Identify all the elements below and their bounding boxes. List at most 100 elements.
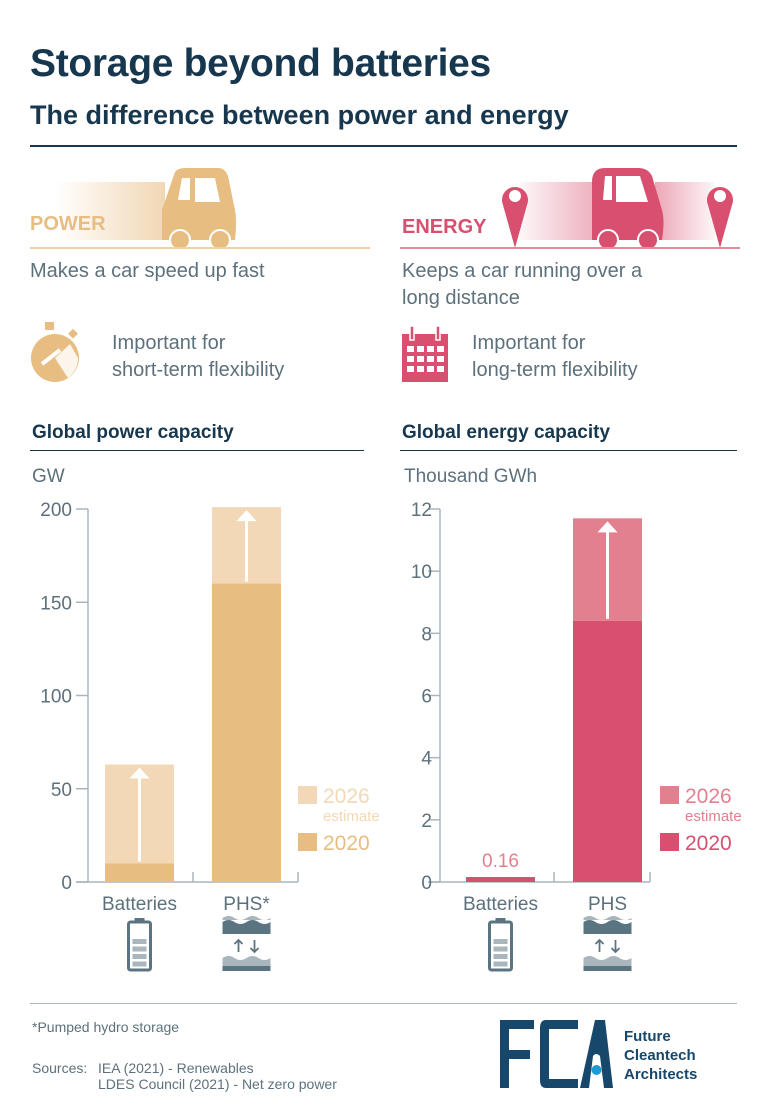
- power-y-tick-label: 50: [51, 780, 72, 801]
- page-title: Storage beyond batteries: [30, 42, 491, 85]
- pumped-hydro-icon: [583, 916, 632, 971]
- power-banner: [30, 168, 370, 251]
- lower-base: [222, 966, 271, 971]
- source-item: LDES Council (2021) - Net zero power: [98, 1076, 337, 1092]
- power-y-tick-label: 100: [40, 687, 72, 708]
- energy-y-tick-label: 12: [411, 500, 432, 521]
- energy-chart-title: Global energy capacity: [402, 422, 611, 443]
- sources-list: IEA (2021) - Renewables LDES Council (20…: [98, 1060, 337, 1092]
- energy-importance-line1: Important for: [472, 332, 586, 354]
- footer-divider: [30, 1003, 737, 1004]
- car-icon: [592, 168, 664, 251]
- energy-y-tick-label: 2: [421, 811, 432, 832]
- legend-swatch-2020: [660, 833, 679, 851]
- legend-label-2020: 2020: [685, 832, 732, 855]
- source-item: IEA (2021) - Renewables: [98, 1060, 254, 1076]
- battery-body: [127, 920, 152, 972]
- logo-line: Architects: [624, 1066, 698, 1083]
- legend-swatch-2026: [660, 786, 679, 804]
- energy-description-line2: long distance: [402, 287, 520, 309]
- energy-bar-2020: [466, 877, 535, 882]
- energy-y-tick-label: 8: [421, 624, 432, 645]
- legend-label-2020: 2020: [323, 832, 370, 855]
- fca-logo: [500, 1020, 613, 1088]
- energy-y-tick-label: 4: [421, 749, 432, 770]
- page-subtitle: The difference between power and energy: [30, 100, 569, 130]
- battery-cap: [134, 918, 145, 922]
- location-pin-icon: [502, 187, 528, 248]
- upper-reservoir: [222, 920, 271, 934]
- power-importance-line1: Important for: [112, 332, 226, 354]
- logo-text: Future Cleantech Architects: [624, 1027, 697, 1084]
- power-keyword: POWER: [30, 213, 106, 235]
- battery-cell: [493, 939, 508, 944]
- energy-description: Keeps a car running over a long distance: [402, 258, 642, 312]
- legend-note-estimate: estimate: [323, 808, 380, 825]
- upper-wave: [583, 916, 632, 920]
- energy-data-label: 0.16: [482, 851, 519, 872]
- battery-cap: [495, 918, 506, 922]
- lower-reservoir: [583, 956, 632, 966]
- battery-body: [488, 920, 513, 972]
- power-importance-line2: short-term flexibility: [112, 359, 285, 381]
- battery-cell: [493, 961, 508, 967]
- battery-icon: [127, 918, 152, 972]
- power-growth-arrowhead: [129, 767, 150, 779]
- logo-line: Future: [624, 1028, 671, 1045]
- lower-base: [583, 966, 632, 971]
- power-category-label: PHS*: [223, 894, 270, 915]
- power-growth-arrowhead: [236, 510, 257, 522]
- car-icon: [162, 168, 236, 251]
- stopwatch-icon: [31, 322, 79, 382]
- energy-importance-line2: long-term flexibility: [472, 359, 638, 381]
- header-divider: [30, 145, 737, 147]
- power-chart-unit: GW: [32, 466, 65, 487]
- sources-label: Sources:: [32, 1060, 88, 1076]
- power-chart-title: Global power capacity: [32, 422, 234, 443]
- energy-category-label: PHS: [588, 894, 627, 915]
- flow-arrows: [594, 938, 621, 954]
- legend-label-2026: 2026: [323, 785, 370, 808]
- energy-growth-arrowhead: [597, 521, 618, 533]
- location-pin-icon: [707, 187, 733, 248]
- battery-cell: [132, 946, 147, 952]
- footnote: *Pumped hydro storage: [32, 1019, 180, 1035]
- battery-cell: [132, 954, 147, 959]
- power-y-tick-label: 200: [40, 500, 72, 521]
- energy-chart-unit: Thousand GWh: [404, 466, 538, 487]
- pumped-hydro-icon: [222, 916, 271, 971]
- energy-y-tick-label: 0: [421, 873, 432, 894]
- legend-note-estimate: estimate: [685, 808, 742, 825]
- calendar-icon: [402, 326, 448, 382]
- legend-label-2026: 2026: [685, 785, 732, 808]
- battery-cell: [493, 946, 508, 952]
- power-chart-rule: [30, 450, 364, 451]
- energy-bar-2020: [573, 620, 642, 882]
- legend-swatch-2020: [298, 833, 317, 851]
- power-category-label: Batteries: [102, 894, 177, 915]
- logo-line: Cleantech: [624, 1047, 696, 1064]
- power-importance: Important for short-term flexibility: [112, 330, 284, 384]
- battery-cell: [132, 961, 147, 967]
- power-bar-2020: [212, 583, 281, 882]
- energy-description-line1: Keeps a car running over a: [402, 260, 643, 282]
- power-description: Makes a car speed up fast: [30, 260, 265, 282]
- energy-category-label: Batteries: [463, 894, 538, 915]
- energy-chart-rule: [400, 450, 737, 451]
- upper-reservoir: [583, 920, 632, 934]
- energy-y-tick-label: 10: [411, 562, 432, 583]
- energy-keyword: ENERGY: [402, 216, 487, 238]
- battery-icon: [488, 918, 513, 972]
- power-y-tick-label: 0: [61, 873, 72, 894]
- power-bar-2020: [105, 863, 174, 882]
- energy-banner: [400, 168, 740, 251]
- legend-swatch-2026: [298, 786, 317, 804]
- energy-importance: Important for long-term flexibility: [472, 330, 638, 384]
- lower-reservoir: [222, 956, 271, 966]
- battery-cell: [132, 939, 147, 944]
- flow-arrows: [233, 938, 260, 954]
- upper-wave: [222, 916, 271, 920]
